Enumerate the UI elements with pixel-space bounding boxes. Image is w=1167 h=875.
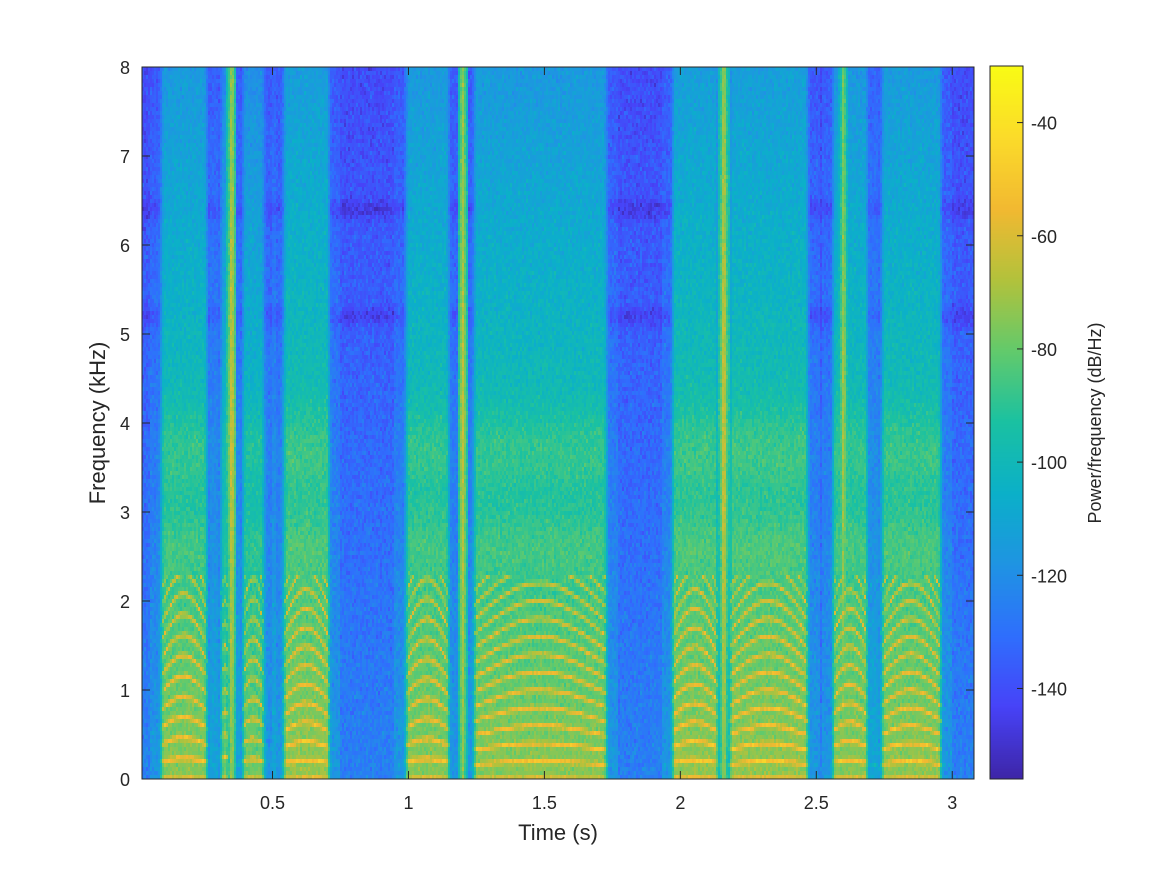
colorbar-tick-label: -80 xyxy=(1031,340,1057,360)
spectrogram-image-holder xyxy=(142,67,974,779)
y-tick-label: 2 xyxy=(120,592,130,612)
colorbar-gradient xyxy=(990,66,1023,779)
x-tick-label: 3 xyxy=(947,793,957,813)
x-axis-ticks: 0.5 1 1.5 2 2.5 3 xyxy=(260,67,957,813)
spectrogram-image xyxy=(142,67,974,779)
colorbar-tick-label: -60 xyxy=(1031,227,1057,247)
y-tick-label: 6 xyxy=(120,236,130,256)
x-tick-label: 0.5 xyxy=(260,793,285,813)
colorbar-ticks: -140 -120 -100 -80 -60 -40 xyxy=(1017,114,1067,699)
colorbar-tick-label: -140 xyxy=(1031,679,1067,699)
y-tick-label: 3 xyxy=(120,503,130,523)
x-tick-label: 1.5 xyxy=(532,793,557,813)
plot-area: 0.5 1 1.5 2 2.5 3 0 1 2 3 4 5 6 7 8 Time (s) Frequenc… xyxy=(85,58,975,845)
y-tick-label: 0 xyxy=(120,770,130,790)
x-tick-label: 2 xyxy=(675,793,685,813)
colorbar-gradient-holder xyxy=(990,66,1023,779)
colorbar-frame xyxy=(989,65,1024,780)
colorbar-label: Power/frequency (dB/Hz) xyxy=(1085,322,1105,523)
colorbar-tick-label: -100 xyxy=(1031,453,1067,473)
y-tick-label: 1 xyxy=(120,681,130,701)
colorbar-tick-label: -40 xyxy=(1031,114,1057,134)
y-tick-label: 4 xyxy=(120,414,130,434)
y-tick-label: 7 xyxy=(120,147,130,167)
colorbar-tick-label: -120 xyxy=(1031,566,1067,586)
x-tick-label: 1 xyxy=(403,793,413,813)
y-tick-label: 5 xyxy=(120,325,130,345)
y-axis-ticks: 0 1 2 3 4 5 6 7 8 xyxy=(120,58,974,790)
x-axis-label: Time (s) xyxy=(518,820,598,845)
colorbar: -140 -120 -100 -80 -60 -40 Power/frequency (d… xyxy=(989,65,1105,780)
y-tick-label: 8 xyxy=(120,58,130,78)
y-axis-label: Frequency (kHz) xyxy=(85,342,110,505)
x-tick-label: 2.5 xyxy=(804,793,829,813)
